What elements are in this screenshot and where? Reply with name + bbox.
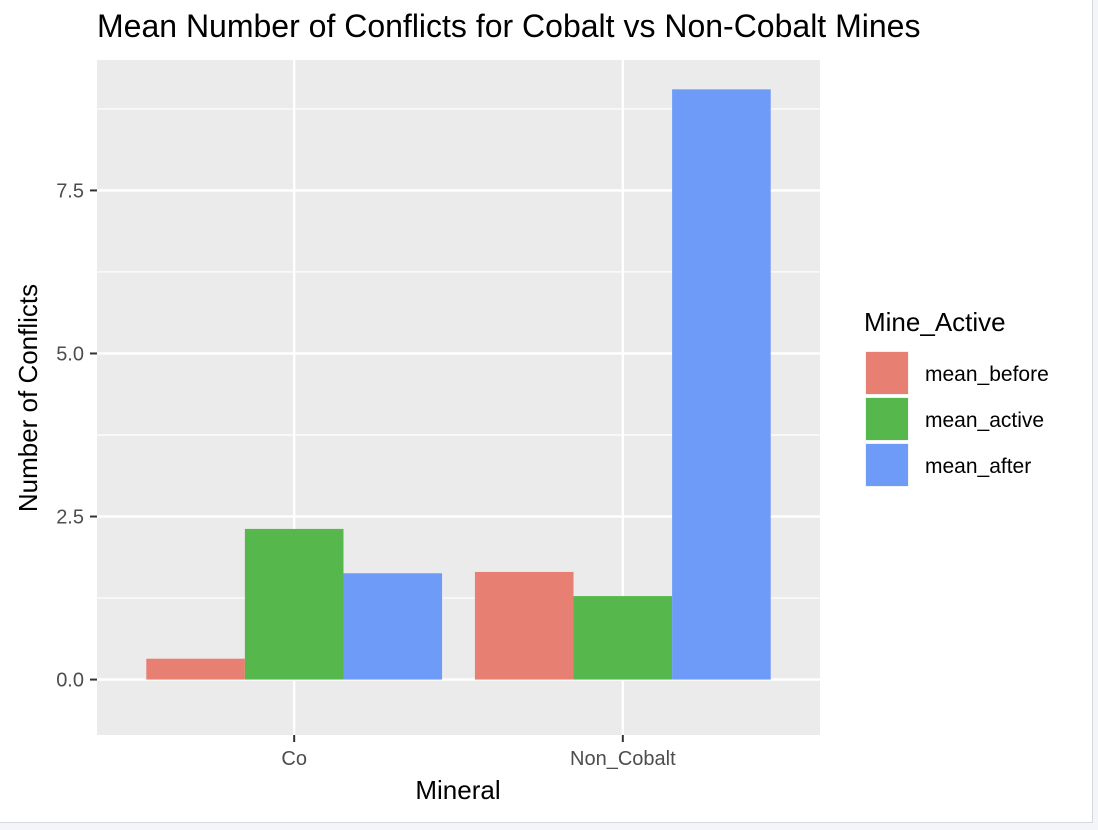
legend-label: mean_active xyxy=(925,409,1044,432)
bar-mean-active xyxy=(244,528,344,680)
bar-mean-before xyxy=(146,658,245,680)
chart-title: Mean Number of Conflicts for Cobalt vs N… xyxy=(97,8,920,44)
bars xyxy=(146,89,771,680)
x-tick-label: Non_Cobalt xyxy=(570,748,676,770)
legend-items: mean_before mean_active mean_after xyxy=(865,351,1049,487)
y-tick-label: 7.5 xyxy=(56,180,84,202)
x-axis: Co Non_Cobalt xyxy=(281,735,676,770)
legend-label: mean_after xyxy=(925,455,1031,478)
bar-mean-active xyxy=(573,596,673,680)
y-tick-label: 2.5 xyxy=(56,507,84,529)
y-tick-label: 5.0 xyxy=(56,343,84,365)
legend-swatch xyxy=(866,398,908,440)
y-tick-label: 0.0 xyxy=(56,670,84,692)
legend-title: Mine_Active xyxy=(864,307,1006,337)
x-tick-label: Co xyxy=(281,748,307,770)
bar-mean-before xyxy=(474,571,574,680)
legend: Mine_Active mean_before mean_active mean_a… xyxy=(864,307,1049,487)
bar-mean-after xyxy=(343,573,443,680)
y-axis: 0.0 2.5 5.0 7.5 xyxy=(56,180,97,692)
y-axis-label: Number of Conflicts xyxy=(13,284,43,512)
legend-swatch xyxy=(866,444,908,486)
legend-label: mean_before xyxy=(925,363,1049,386)
x-axis-label: Mineral xyxy=(415,775,500,805)
legend-swatch xyxy=(866,352,908,394)
bar-mean-after xyxy=(672,89,771,680)
